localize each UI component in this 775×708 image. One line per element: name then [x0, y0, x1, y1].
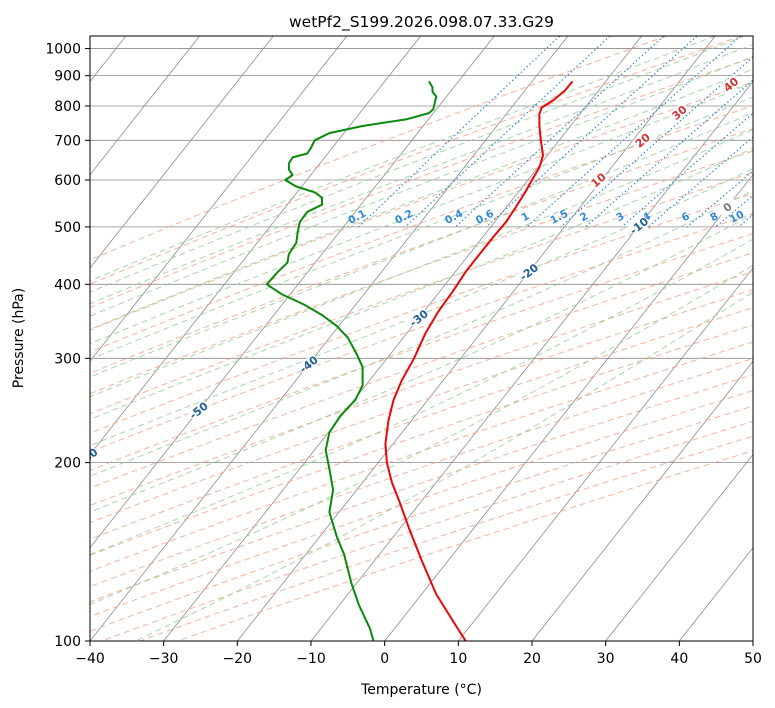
dry-adiabat-line [90, 192, 753, 434]
x-axis-label: Temperature (°C) [360, 682, 482, 698]
dry-adiabat-line [90, 213, 753, 453]
dry-adiabat-line [90, 307, 753, 540]
moist-adiabat-line [90, 189, 753, 477]
isotherm-label-background [517, 261, 541, 283]
dry-adiabat-line [90, 390, 753, 618]
dry-adiabat-label-background [720, 74, 742, 95]
temperature-trace [384, 80, 574, 641]
plot-frame [89, 35, 754, 642]
moist-adiabat-line [90, 55, 753, 317]
y-tick-label: 800 [54, 99, 81, 115]
mixing-ratio-line [585, 79, 753, 228]
moist-adiabat-line [90, 36, 716, 282]
axes: −40 −30 −20 −10 0 10 20 30 40 50 100 200 300 400 500 60… [45, 42, 762, 667]
isotherm-line [310, 80, 753, 641]
x-tick-label: 50 [744, 651, 762, 667]
isotherm-line [90, 36, 348, 362]
x-tick-label: −30 [149, 651, 179, 667]
y-tick-label: 500 [54, 220, 81, 236]
dry-adiabat-label-background [631, 129, 654, 151]
isotherm-label-background [187, 399, 211, 422]
dry-adiabat-line [90, 150, 753, 395]
y-tick-label: 300 [54, 351, 81, 367]
y-tick-label: 100 [54, 634, 81, 650]
isotherm-line [458, 267, 753, 641]
moist-adiabat-line [90, 81, 753, 345]
isotherm-line [90, 36, 200, 176]
isotherm-label-background [715, 196, 740, 219]
isotherm-line [90, 36, 495, 549]
x-tick-label: 30 [597, 651, 615, 667]
mixing-ratio-line [485, 36, 698, 228]
y-tick-label: 600 [54, 173, 81, 189]
x-tick-label: −10 [296, 651, 326, 667]
moist-adiabat-line [90, 96, 753, 360]
dry-adiabat-line [90, 36, 667, 261]
moist-adiabat-line [90, 112, 753, 378]
isotherm-line [237, 36, 716, 641]
y-tick-label: 900 [54, 69, 81, 85]
dry-adiabat-line [90, 128, 753, 374]
isotherm-label-background [407, 307, 431, 329]
mixing-ratio-line [621, 112, 753, 228]
chart-title: wetPf2_S199.2026.098.07.33.G29 [289, 13, 554, 32]
dry-adiabat-line [90, 357, 753, 588]
x-tick-label: −40 [75, 651, 105, 667]
mixing-ratio-line [405, 36, 611, 228]
isotherm-label-background [297, 353, 321, 376]
moist-adiabat-line [90, 43, 753, 305]
y-tick-label: 200 [54, 456, 81, 472]
y-tick-label: 1000 [45, 42, 81, 58]
isotherm-line [90, 36, 569, 641]
y-tick-label: 400 [54, 277, 81, 293]
isotherm-line [90, 36, 274, 269]
dry-adiabat-line [90, 252, 753, 489]
x-tick-label: 10 [449, 651, 467, 667]
isotherm-line [605, 453, 753, 641]
y-axis-label: Pressure (hPa) [11, 288, 27, 388]
dry-adiabat-line [90, 105, 753, 353]
isotherm-label: -60 [77, 445, 101, 468]
moist-adiabat-line [90, 129, 753, 398]
dewpoint-trace [265, 80, 438, 641]
x-tick-label: 0 [380, 651, 389, 667]
dry-adiabat-line [90, 81, 753, 331]
x-tick-label: 20 [523, 651, 541, 667]
isotherm-label-background [90, 445, 100, 468]
x-tick-label: −20 [223, 651, 253, 667]
dry-adiabat-line [90, 56, 753, 309]
dry-adiabat-label-background [668, 102, 691, 123]
isotherm-line [90, 36, 421, 456]
isotherm-line [384, 174, 753, 641]
dry-adiabat-line [90, 270, 753, 507]
x-tick-label: 40 [670, 651, 688, 667]
background-grid [90, 36, 753, 641]
isotherm-line [163, 36, 642, 641]
moist-adiabat-line [90, 213, 753, 513]
data-series [265, 80, 574, 641]
isotherm-label-background [627, 214, 651, 237]
moist-adiabat-line [90, 36, 745, 293]
moist-adiabat-line [90, 167, 753, 447]
dry-adiabat-line [90, 324, 753, 556]
dry-adiabat-label-background [587, 169, 610, 191]
moist-adiabat-line [90, 264, 753, 605]
y-tick-label: 700 [54, 133, 81, 149]
isotherm-line [531, 360, 753, 641]
